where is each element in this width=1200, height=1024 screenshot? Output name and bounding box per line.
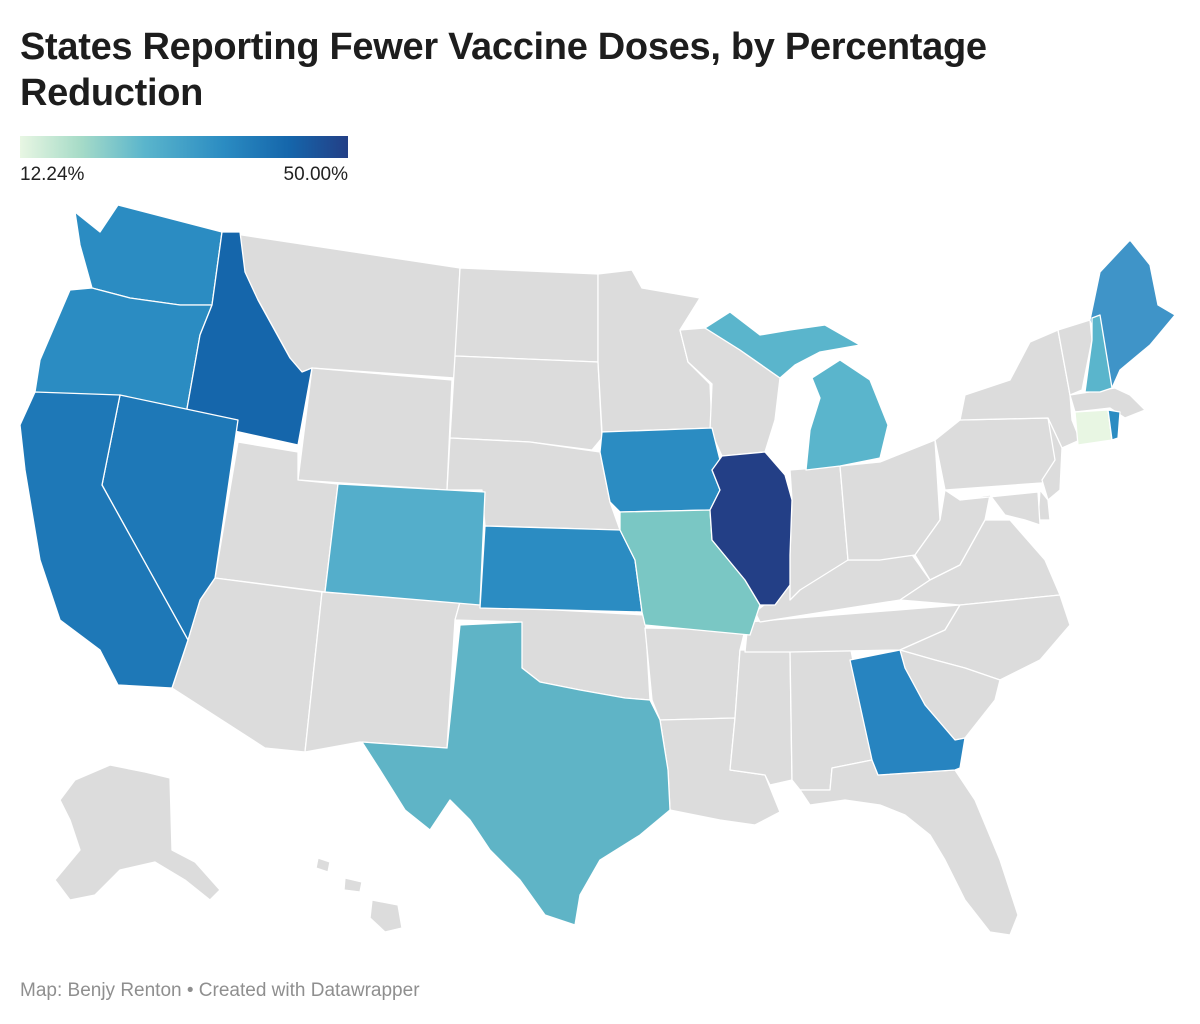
credit-footer: Map: Benjy Renton • Created with Datawra…	[20, 980, 420, 1001]
legend-max-label: 50.00%	[283, 164, 348, 185]
legend-gradient-bar	[20, 136, 348, 158]
us-choropleth-map	[0, 190, 1200, 960]
state-MI-upper[interactable]	[704, 311, 861, 379]
state-NM[interactable]	[304, 591, 461, 753]
state-NH[interactable]	[1084, 314, 1113, 393]
state-ID[interactable]	[184, 231, 313, 446]
state-ND[interactable]	[454, 267, 599, 363]
state-GA[interactable]	[849, 649, 966, 776]
legend-labels: 12.24% 50.00%	[20, 164, 348, 190]
state-CO[interactable]	[324, 483, 486, 606]
state-PA[interactable]	[934, 417, 1061, 491]
state-CA[interactable]	[19, 391, 189, 689]
state-AK[interactable]	[54, 764, 221, 901]
state-MD[interactable]	[959, 491, 1041, 526]
state-HI[interactable]	[315, 857, 403, 933]
map-title: States Reporting Fewer Vaccine Doses, by…	[20, 26, 987, 114]
state-SD[interactable]	[449, 355, 603, 451]
state-IL[interactable]	[709, 451, 793, 606]
state-WY[interactable]	[297, 367, 453, 491]
state-AR[interactable]	[644, 627, 746, 721]
state-MS[interactable]	[729, 649, 793, 786]
state-IA[interactable]	[599, 427, 721, 513]
state-RI[interactable]	[1107, 409, 1121, 441]
state-TX[interactable]	[361, 621, 671, 926]
state-CT[interactable]	[1074, 409, 1113, 446]
state-FL[interactable]	[799, 759, 1019, 936]
color-legend: 12.24% 50.00%	[20, 136, 348, 190]
legend-min-label: 12.24%	[20, 164, 85, 185]
state-VT[interactable]	[1057, 319, 1093, 396]
state-MI-lower[interactable]	[805, 359, 889, 471]
state-KS[interactable]	[479, 525, 643, 613]
